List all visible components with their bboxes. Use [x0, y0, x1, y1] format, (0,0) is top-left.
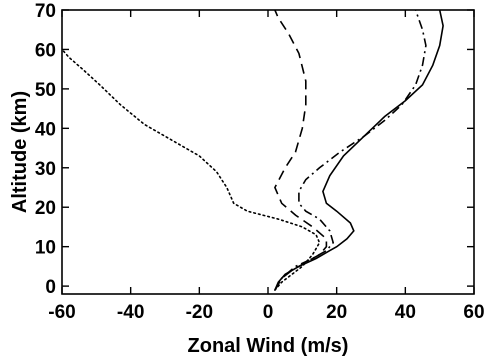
- series-line-dotted: [62, 48, 321, 291]
- x-tick-label: 60: [463, 302, 484, 323]
- tick-labels: -60 -40 -20 0 20 40 60 0 10 20 30 40 50 60 70: [35, 1, 485, 323]
- y-tick-label: 60: [35, 40, 56, 61]
- x-axis-title: Zonal Wind (m/s): [188, 335, 349, 357]
- ticks: [61, 9, 475, 294]
- series-line-dashed: [274, 10, 328, 291]
- series-group: [62, 10, 444, 291]
- y-tick-label: 70: [35, 1, 56, 22]
- plot-frame: [61, 9, 475, 295]
- x-tick-label: 0: [263, 302, 274, 323]
- series-line-dash-dot: [274, 10, 427, 291]
- y-tick-label: 40: [35, 119, 56, 140]
- y-tick-label: 30: [35, 159, 56, 180]
- x-tick-label: -20: [186, 302, 213, 323]
- y-tick-label: 50: [35, 80, 56, 101]
- y-tick-label: 10: [35, 238, 56, 259]
- y-tick-label: 20: [35, 198, 56, 219]
- x-tick-label: -40: [117, 302, 144, 323]
- x-tick-label: 20: [326, 302, 347, 323]
- y-axis-title: Altitude (km): [9, 91, 31, 213]
- x-tick-label: -60: [48, 302, 75, 323]
- y-tick-label: 0: [45, 277, 56, 298]
- x-tick-label: 40: [395, 302, 416, 323]
- series-line-solid: [274, 10, 444, 291]
